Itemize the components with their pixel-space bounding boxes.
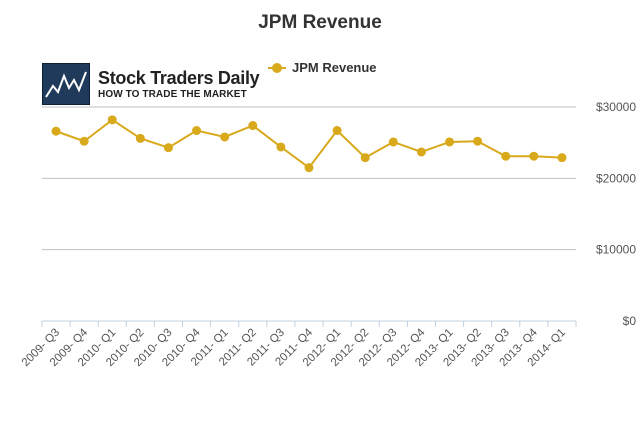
legend-marker: [268, 62, 286, 74]
data-point: [388, 137, 398, 147]
data-point: [332, 126, 342, 136]
data-point: [529, 151, 539, 161]
data-point: [416, 147, 426, 157]
y-tick-label: $0: [623, 314, 637, 328]
y-tick-label: $20000: [596, 171, 636, 185]
legend[interactable]: JPM Revenue: [268, 60, 377, 75]
data-point: [220, 132, 230, 142]
data-point: [304, 163, 314, 173]
data-point: [473, 136, 483, 146]
chart-title: JPM Revenue: [258, 12, 382, 33]
series-line: [55, 118, 562, 170]
logo-chart-icon: [42, 63, 90, 105]
data-point: [51, 126, 61, 136]
data-point: [163, 143, 173, 153]
data-point: [79, 136, 89, 146]
y-tick-label: $10000: [596, 243, 636, 257]
data-point: [192, 126, 202, 136]
data-point: [276, 142, 286, 152]
data-point: [445, 137, 455, 147]
logo: Stock Traders Daily HOW TO TRADE THE MAR…: [42, 63, 260, 105]
logo-name: Stock Traders Daily: [98, 67, 260, 88]
logo-tagline: HOW TO TRADE THE MARKET: [98, 88, 247, 100]
data-point: [501, 151, 511, 161]
data-point: [557, 153, 567, 163]
data-point: [360, 153, 370, 163]
data-point: [248, 121, 258, 131]
y-tick-label: $30000: [596, 100, 636, 114]
data-point: [107, 115, 117, 125]
data-point: [135, 133, 145, 143]
legend-label: JPM Revenue: [292, 60, 377, 75]
